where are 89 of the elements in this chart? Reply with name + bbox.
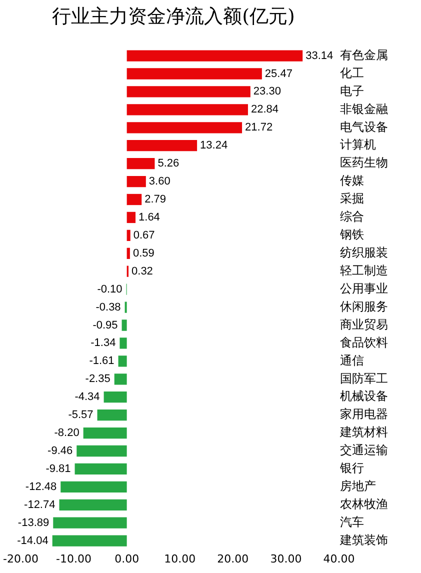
bar [126, 50, 303, 62]
x-tick-label: 30.00 [270, 552, 302, 566]
y-tick-label: 纺织服装 [340, 246, 388, 260]
x-tick-label: 10.00 [164, 552, 196, 566]
x-tick-label: -10.00 [56, 552, 92, 566]
bar [74, 463, 127, 475]
bar [126, 140, 198, 152]
y-tick-label: 食品饮料 [340, 335, 388, 350]
y-tick-label: 房地产 [340, 479, 376, 494]
data-label: 2.79 [144, 194, 166, 206]
bar [126, 248, 130, 259]
data-label: 1.64 [138, 211, 160, 224]
data-label: 23.30 [253, 86, 281, 98]
data-label: -1.61 [89, 355, 114, 368]
data-label: 5.26 [158, 158, 180, 170]
bar [114, 374, 127, 385]
bar [104, 392, 127, 403]
bar [118, 356, 127, 367]
data-label: -0.38 [96, 301, 121, 314]
bar [53, 517, 127, 528]
x-tick-label: 0.00 [114, 552, 140, 566]
bar [59, 499, 127, 510]
y-tick-label: 钢铁 [339, 228, 364, 242]
bar [126, 122, 242, 134]
y-tick-label: 非银金融 [340, 102, 388, 116]
bar [60, 481, 127, 492]
y-tick-label: 化工 [340, 66, 364, 80]
data-label: 33.14 [306, 50, 334, 62]
bar [126, 104, 248, 116]
y-tick-label: 机械设备 [340, 389, 388, 404]
data-label: -4.34 [74, 391, 100, 404]
data-label: 0.32 [132, 265, 153, 278]
data-label: -2.35 [85, 373, 110, 386]
bar [52, 535, 127, 546]
y-tick-label: 建筑材料 [339, 425, 388, 440]
data-label: -14.04 [17, 534, 48, 547]
y-tick-label: 计算机 [340, 138, 376, 152]
y-tick-label: 休闲服务 [340, 299, 388, 314]
x-tick-label: -20.00 [2, 552, 38, 566]
x-tick-label: 40.00 [323, 552, 355, 566]
data-label: 13.24 [200, 140, 228, 152]
y-tick-label: 传媒 [340, 174, 364, 188]
bar [126, 176, 146, 188]
bar [126, 158, 155, 170]
data-label: -1.34 [90, 337, 116, 350]
y-tick-label: 通信 [340, 353, 364, 368]
y-tick-label: 汽车 [340, 514, 364, 529]
bar [126, 230, 130, 241]
data-label: -8.20 [54, 427, 80, 440]
y-tick-label: 综合 [340, 210, 364, 224]
data-label: -0.95 [92, 319, 118, 332]
bar [126, 68, 262, 80]
bar [97, 410, 127, 421]
data-label: 3.60 [148, 176, 170, 188]
data-label: 21.72 [245, 122, 273, 134]
bar [83, 427, 127, 439]
data-label: -12.48 [25, 480, 57, 493]
bar [126, 194, 142, 206]
y-tick-label: 公用事业 [340, 281, 388, 296]
y-tick-label: 电子 [340, 84, 364, 98]
chart-title: 行业主力资金净流入额(亿元) [52, 5, 295, 28]
y-tick-label: 国防军工 [340, 371, 388, 386]
y-tick-label: 银行 [339, 461, 364, 476]
x-tick-label: 20.00 [217, 552, 249, 566]
data-label: -9.81 [46, 462, 71, 475]
y-tick-label: 商业贸易 [340, 317, 388, 332]
data-label: -13.89 [18, 516, 50, 529]
y-tick-label: 家用电器 [340, 407, 388, 422]
y-tick-label: 建筑装饰 [339, 532, 388, 547]
y-tick-label: 电气设备 [340, 120, 388, 134]
data-label: 25.47 [264, 68, 292, 80]
bar [122, 320, 127, 331]
bar [126, 212, 136, 224]
data-label: -0.10 [97, 283, 122, 296]
y-tick-label: 轻工制造 [340, 263, 388, 278]
y-tick-label: 采掘 [340, 192, 364, 206]
y-tick-label: 有色金属 [340, 48, 388, 62]
data-label: 0.67 [133, 229, 155, 242]
bar [120, 338, 127, 349]
bar [126, 86, 250, 98]
bar [76, 445, 127, 457]
y-tick-label: 交通运输 [340, 443, 388, 458]
data-label: 22.84 [250, 104, 279, 116]
data-label: -5.57 [68, 409, 94, 422]
y-tick-label: 农林牧渔 [340, 497, 388, 512]
y-tick-label: 医药生物 [340, 156, 388, 170]
data-label: -9.46 [48, 445, 73, 458]
data-label: -12.74 [24, 498, 56, 511]
data-label: 0.59 [132, 247, 154, 260]
